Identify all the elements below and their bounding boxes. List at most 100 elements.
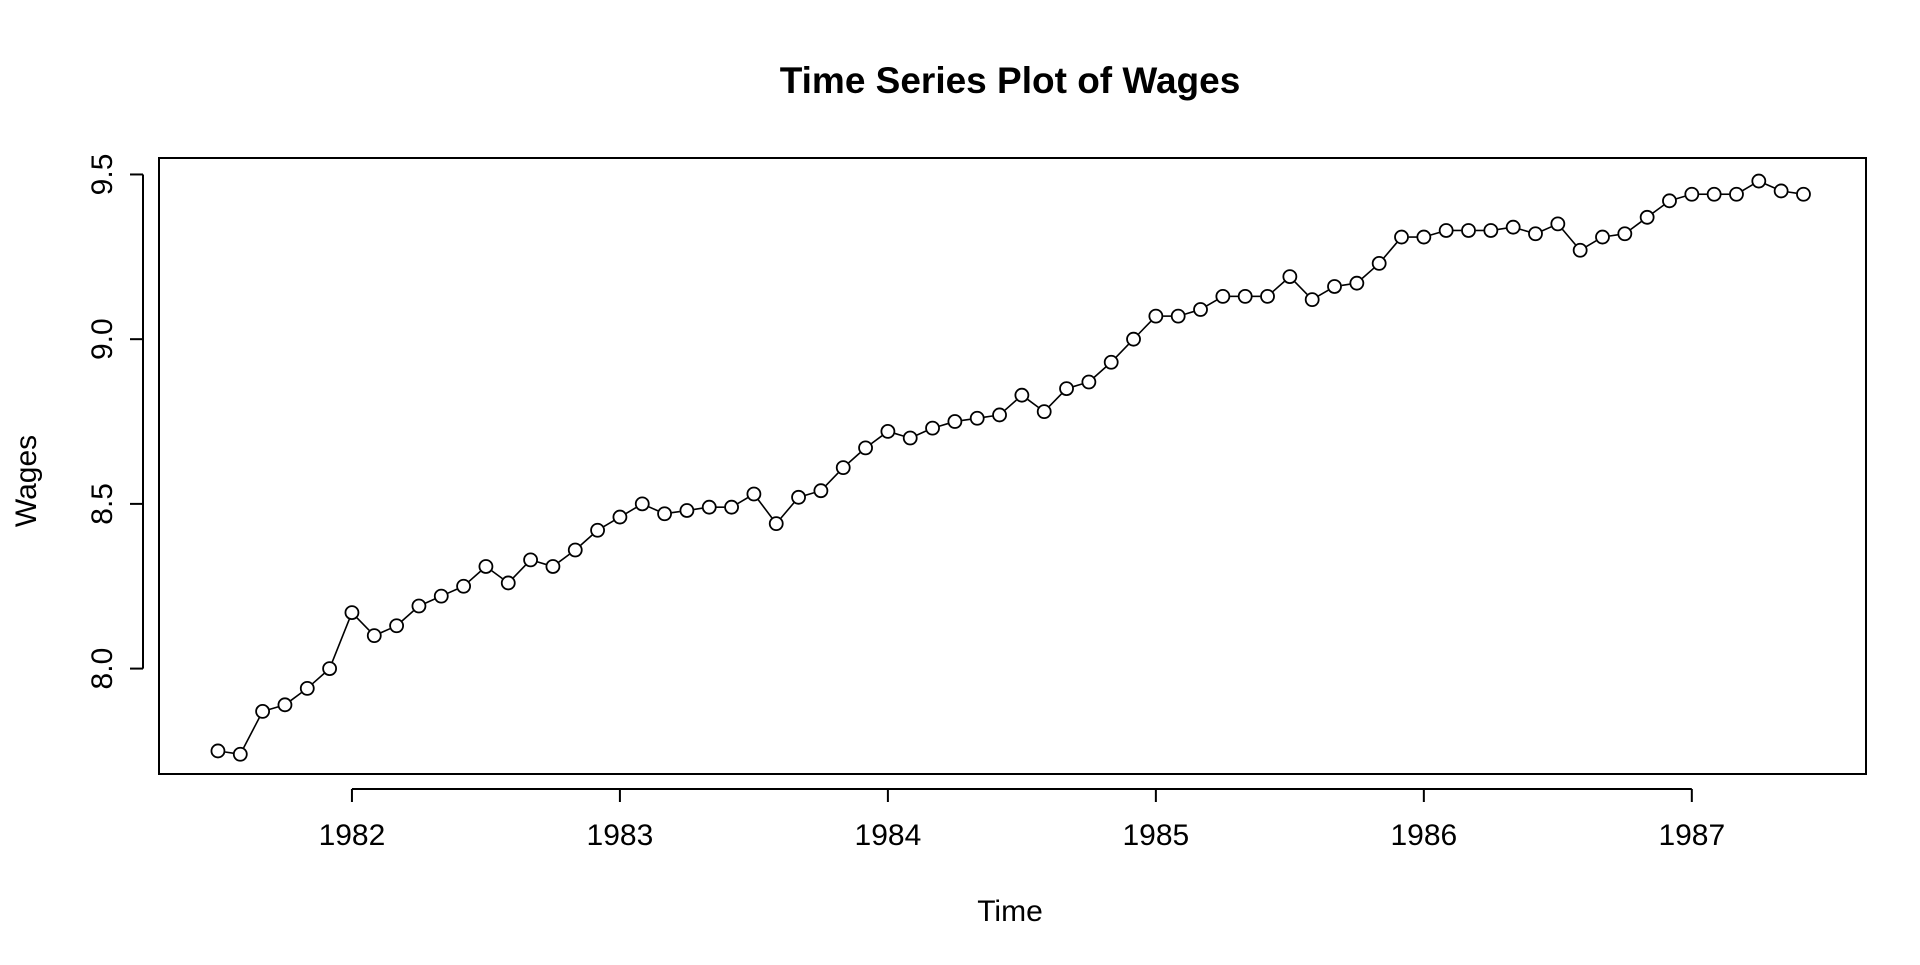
series-line-segment xyxy=(269,706,279,711)
series-line-segment xyxy=(224,751,234,754)
data-point xyxy=(1461,223,1476,238)
series-line-segment xyxy=(468,570,482,583)
series-line-segment xyxy=(1294,281,1308,296)
data-point xyxy=(969,410,985,426)
data-point xyxy=(1193,302,1208,317)
data-point xyxy=(433,588,449,604)
data-point xyxy=(1617,226,1633,242)
data-point xyxy=(925,420,940,436)
data-point xyxy=(1349,275,1365,291)
data-point xyxy=(1550,216,1566,232)
data-point xyxy=(523,552,538,568)
data-point xyxy=(1684,186,1700,202)
data-point xyxy=(1282,269,1298,284)
y-tick-label: 9.0 xyxy=(86,318,119,360)
series-line-segment xyxy=(671,510,680,514)
data-point xyxy=(411,598,427,614)
data-point xyxy=(366,628,382,644)
series-line-segment xyxy=(1541,226,1552,232)
data-point xyxy=(1059,381,1074,396)
data-point xyxy=(1014,387,1030,403)
series-line-segment xyxy=(1519,228,1529,233)
x-tick-label: 1986 xyxy=(1390,819,1457,852)
data-point xyxy=(1237,288,1253,304)
series-line-segment xyxy=(312,672,325,685)
data-point xyxy=(1729,186,1744,202)
data-point xyxy=(880,424,896,439)
series-line-segment xyxy=(625,506,637,515)
series-line-segment xyxy=(984,415,993,418)
series-line-segment xyxy=(1788,191,1797,194)
data-point xyxy=(634,496,650,512)
series-line-segment xyxy=(580,534,593,546)
plot-area-frame xyxy=(158,157,1867,775)
series-line-segment xyxy=(537,561,547,566)
data-point xyxy=(1662,193,1677,209)
data-point xyxy=(1327,279,1342,294)
data-point xyxy=(701,499,717,515)
data-point xyxy=(1304,292,1320,308)
data-point xyxy=(1595,229,1610,245)
data-point xyxy=(947,414,963,429)
series-line-segment xyxy=(1585,240,1597,248)
data-point xyxy=(299,680,315,696)
series-line-segment xyxy=(1027,398,1039,409)
series-line-segment xyxy=(757,499,773,519)
series-line-segment xyxy=(380,627,391,634)
data-point xyxy=(1036,404,1052,420)
data-point xyxy=(679,503,695,518)
series-line-segment xyxy=(894,432,904,437)
chart-title: Time Series Plot of Wages xyxy=(780,60,1241,101)
series-line-segment xyxy=(780,502,795,519)
series-line-segment xyxy=(242,717,260,749)
x-tick-label: 1984 xyxy=(855,819,922,852)
data-point xyxy=(1103,354,1119,370)
x-axis: 1982 1983 1984 1985 1986 1987 xyxy=(319,788,1725,852)
series-line-segment xyxy=(805,491,815,497)
series-line-segment xyxy=(1341,283,1350,287)
series-line-segment xyxy=(939,422,949,427)
data-point xyxy=(232,746,248,762)
series-layer xyxy=(210,173,1811,762)
series-line-segment xyxy=(1206,299,1218,307)
data-point xyxy=(590,522,605,538)
data-point xyxy=(567,542,583,558)
series-line-segment xyxy=(331,618,351,663)
data-point xyxy=(210,743,226,759)
series-line-segment xyxy=(491,570,503,580)
data-point xyxy=(1438,223,1454,238)
series-line-segment xyxy=(825,472,839,487)
series-line-segment xyxy=(512,564,527,579)
data-point xyxy=(791,489,806,505)
data-point xyxy=(657,506,672,522)
data-point xyxy=(1126,331,1141,347)
series-line-segment xyxy=(1272,280,1285,293)
data-point xyxy=(1371,256,1387,271)
series-line-segment xyxy=(425,598,436,604)
series-line-segment xyxy=(558,553,570,563)
x-tick-label: 1983 xyxy=(587,819,654,852)
data-point xyxy=(746,486,762,502)
series-line-segment xyxy=(1317,289,1329,297)
series-line-segment xyxy=(648,506,659,512)
data-point xyxy=(322,661,338,676)
y-tick-label: 8.5 xyxy=(86,483,119,525)
series-line-segment xyxy=(1093,366,1107,378)
data-point xyxy=(1215,288,1231,304)
series-line-segment xyxy=(1652,204,1665,214)
series-line-segment xyxy=(1048,393,1063,408)
series-line-segment xyxy=(1609,234,1618,237)
series-line-segment xyxy=(1361,267,1375,280)
data-point xyxy=(500,575,516,591)
data-point xyxy=(858,440,873,456)
series-line-segment xyxy=(1497,227,1507,231)
data-point xyxy=(1639,209,1655,225)
data-point xyxy=(1170,308,1186,324)
series-line-segment xyxy=(1184,310,1194,315)
data-point xyxy=(1751,173,1767,189)
series-line-segment xyxy=(1630,220,1642,231)
data-point xyxy=(813,483,829,499)
x-axis-title: Time xyxy=(977,895,1043,928)
series-line-segment xyxy=(290,691,302,702)
